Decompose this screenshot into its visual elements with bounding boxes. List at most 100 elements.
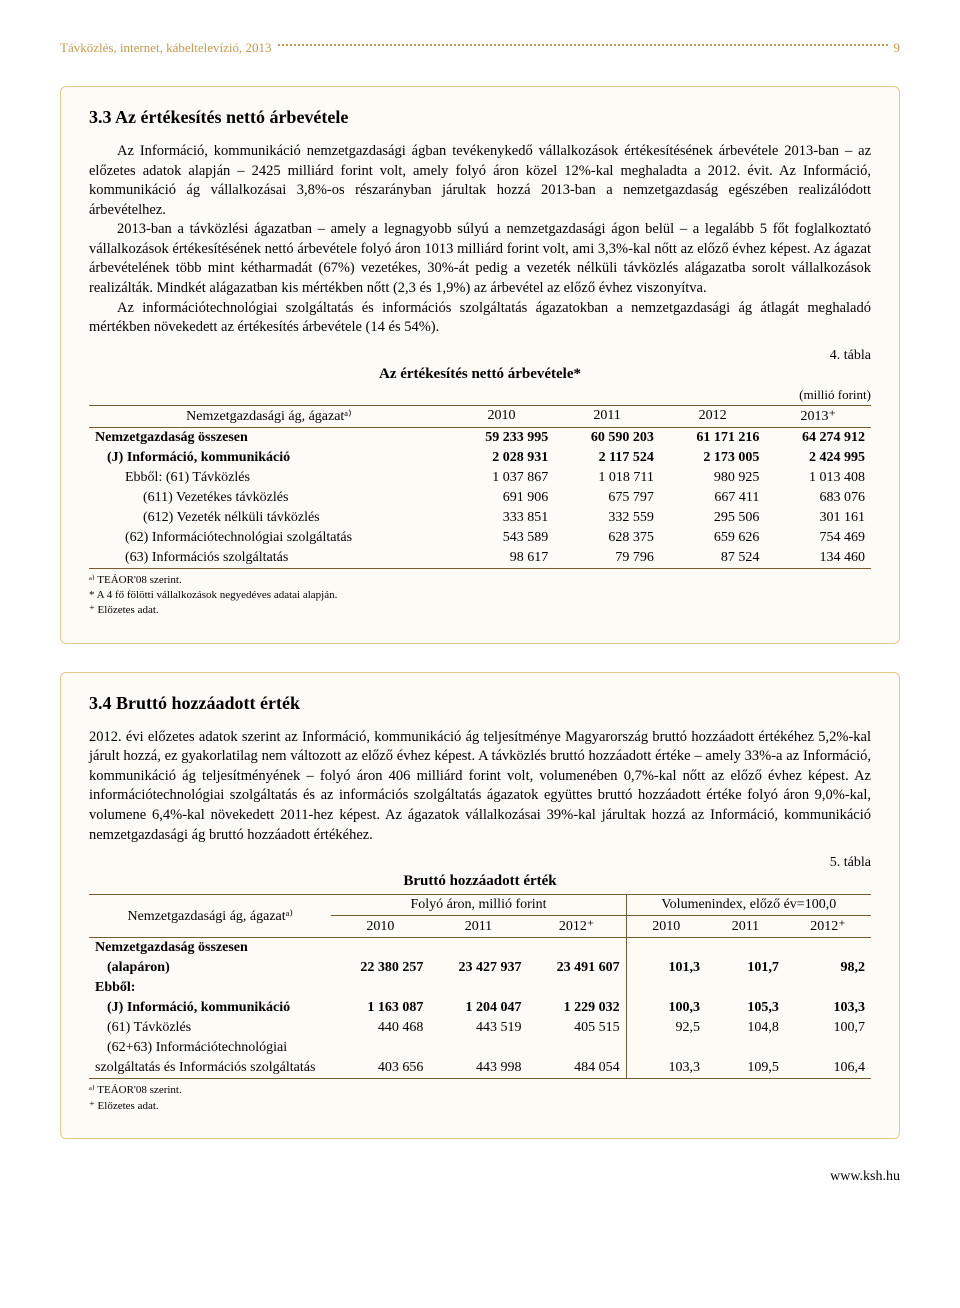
row-label: (62+63) Információtechnológiai xyxy=(89,1038,331,1058)
cell-value xyxy=(706,938,785,959)
cell-value: 484 054 xyxy=(527,1058,626,1079)
cell-value: 2 424 995 xyxy=(765,448,871,468)
cell-value: 754 469 xyxy=(765,528,871,548)
cell-value xyxy=(429,978,527,998)
table-4-head-col3: 2012 xyxy=(660,405,766,427)
cell-value: 104,8 xyxy=(706,1018,785,1038)
table-4-caption: 4. tábla xyxy=(89,348,871,364)
cell-value: 109,5 xyxy=(706,1058,785,1079)
cell-value: 23 491 607 xyxy=(527,958,626,978)
cell-value: 405 515 xyxy=(527,1018,626,1038)
cell-value: 2 028 931 xyxy=(449,448,555,468)
table-5-footnotes: ᵃ⁾ TEÁOR'08 szerint. ⁺ Előzetes adat. xyxy=(89,1083,871,1114)
section-3-3-box: 3.3 Az értékesítés nettó árbevétele Az I… xyxy=(60,86,900,644)
cell-value: 106,4 xyxy=(785,1058,871,1079)
footer-link-text[interactable]: www.ksh.hu xyxy=(830,1169,900,1184)
cell-value: 980 925 xyxy=(660,468,766,488)
cell-value: 440 468 xyxy=(331,1018,429,1038)
cell-value xyxy=(706,978,785,998)
cell-value xyxy=(706,1038,785,1058)
footnote-plus: ⁺ Előzetes adat. xyxy=(89,603,871,618)
row-label: Ebből: xyxy=(89,978,331,998)
cell-value: 103,3 xyxy=(626,1058,706,1079)
header-dots xyxy=(278,44,888,46)
cell-value: 60 590 203 xyxy=(554,427,660,448)
cell-value: 22 380 257 xyxy=(331,958,429,978)
cell-value xyxy=(429,1038,527,1058)
section-3-4-box: 3.4 Bruttó hozzáadott érték 2012. évi el… xyxy=(60,672,900,1139)
row-label: Nemzetgazdaság összesen xyxy=(89,938,331,959)
header-page-number: 9 xyxy=(894,40,901,56)
cell-value: 134 460 xyxy=(765,548,871,569)
row-label: (J) Információ, kommunikáció xyxy=(89,998,331,1018)
table-5-group1: Folyó áron, millió forint xyxy=(331,895,626,916)
table-row: Nemzetgazdaság összesen xyxy=(89,938,871,959)
row-label: (612) Vezeték nélküli távközlés xyxy=(89,508,449,528)
cell-value xyxy=(626,1038,706,1058)
cell-value: 79 796 xyxy=(554,548,660,569)
cell-value: 1 204 047 xyxy=(429,998,527,1018)
cell-value xyxy=(331,1038,429,1058)
cell-value xyxy=(331,978,429,998)
table-row: (alapáron)22 380 25723 427 93723 491 607… xyxy=(89,958,871,978)
cell-value: 443 519 xyxy=(429,1018,527,1038)
table-5-year: 2012⁺ xyxy=(527,916,626,938)
row-label: (alapáron) xyxy=(89,958,331,978)
cell-value xyxy=(527,1038,626,1058)
cell-value: 683 076 xyxy=(765,488,871,508)
footer-link[interactable]: www.ksh.hu xyxy=(60,1169,900,1185)
table-row: Ebből: xyxy=(89,978,871,998)
table-4-footnotes: ᵃ⁾ TEÁOR'08 szerint. * A 4 fő fölötti vá… xyxy=(89,573,871,619)
table-4-title: Az értékesítés nettó árbevétele* xyxy=(89,366,871,383)
section-3-3-para2: 2013-ban a távközlési ágazatban – amely … xyxy=(89,220,871,298)
cell-value xyxy=(626,978,706,998)
cell-value: 98,2 xyxy=(785,958,871,978)
table-row: (62+63) Információtechnológiai xyxy=(89,1038,871,1058)
cell-value: 87 524 xyxy=(660,548,766,569)
cell-value: 332 559 xyxy=(554,508,660,528)
cell-value: 2 173 005 xyxy=(660,448,766,468)
table-4-head-col2: 2011 xyxy=(554,405,660,427)
cell-value: 1 037 867 xyxy=(449,468,555,488)
table-row: (612) Vezeték nélküli távközlés333 85133… xyxy=(89,508,871,528)
cell-value: 295 506 xyxy=(660,508,766,528)
footnote-a-2: ᵃ⁾ TEÁOR'08 szerint. xyxy=(89,1083,871,1098)
cell-value: 101,7 xyxy=(706,958,785,978)
table-5-year: 2011 xyxy=(706,916,785,938)
cell-value: 443 998 xyxy=(429,1058,527,1079)
cell-value xyxy=(429,938,527,959)
cell-value: 691 906 xyxy=(449,488,555,508)
cell-value: 64 274 912 xyxy=(765,427,871,448)
row-label: (61) Távközlés xyxy=(89,1018,331,1038)
cell-value: 103,3 xyxy=(785,998,871,1018)
section-3-4-title: 3.4 Bruttó hozzáadott érték xyxy=(89,693,871,714)
section-3-3-para3: Az információtechnológiai szolgáltatás é… xyxy=(89,299,871,338)
table-4-unit: (millió forint) xyxy=(89,387,871,403)
table-5-year: 2012⁺ xyxy=(785,916,871,938)
cell-value: 98 617 xyxy=(449,548,555,569)
table-row: Ebből: (61) Távközlés1 037 8671 018 7119… xyxy=(89,468,871,488)
cell-value: 2 117 524 xyxy=(554,448,660,468)
table-row: (63) Információs szolgáltatás98 61779 79… xyxy=(89,548,871,569)
table-5: Nemzetgazdasági ág, ágazatᵃ⁾ Folyó áron,… xyxy=(89,894,871,1079)
table-row: szolgáltatás és Információs szolgáltatás… xyxy=(89,1058,871,1079)
row-label: (63) Információs szolgáltatás xyxy=(89,548,449,569)
row-label: (J) Információ, kommunikáció xyxy=(89,448,449,468)
cell-value: 59 233 995 xyxy=(449,427,555,448)
header-title: Távközlés, internet, kábeltelevízió, 201… xyxy=(60,40,272,56)
row-label: (611) Vezetékes távközlés xyxy=(89,488,449,508)
table-4-head-col1: 2010 xyxy=(449,405,555,427)
row-label: (62) Információtechnológiai szolgáltatás xyxy=(89,528,449,548)
section-3-3-body: Az Információ, kommunikáció nemzetgazdas… xyxy=(89,142,871,338)
cell-value: 543 589 xyxy=(449,528,555,548)
cell-value: 333 851 xyxy=(449,508,555,528)
cell-value: 23 427 937 xyxy=(429,958,527,978)
cell-value: 92,5 xyxy=(626,1018,706,1038)
table-4: Nemzetgazdasági ág, ágazatᵃ⁾ 2010 2011 2… xyxy=(89,405,871,569)
cell-value: 105,3 xyxy=(706,998,785,1018)
table-row: (61) Távközlés440 468443 519405 51592,51… xyxy=(89,1018,871,1038)
cell-value: 100,7 xyxy=(785,1018,871,1038)
cell-value xyxy=(626,938,706,959)
table-row: (62) Információtechnológiai szolgáltatás… xyxy=(89,528,871,548)
cell-value xyxy=(785,938,871,959)
